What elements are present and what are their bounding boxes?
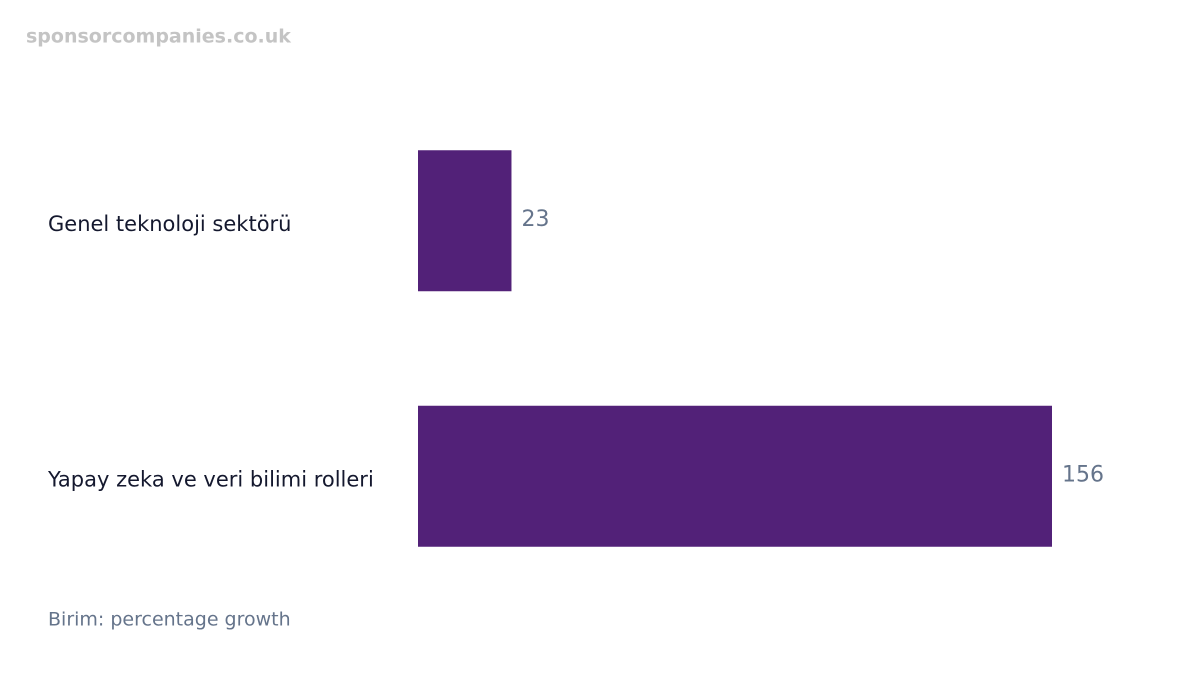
category-label: Yapay zeka ve veri bilimi rolleri <box>47 467 374 491</box>
bar <box>418 405 1052 547</box>
category-label: Genel teknoloji sektörü <box>48 212 291 236</box>
watermark: sponsorcompanies.co.uk <box>26 26 291 48</box>
value-label: 156 <box>1062 462 1104 487</box>
bar <box>418 150 512 292</box>
value-label: 23 <box>521 207 549 232</box>
unit-note: Birim: percentage growth <box>48 609 291 631</box>
